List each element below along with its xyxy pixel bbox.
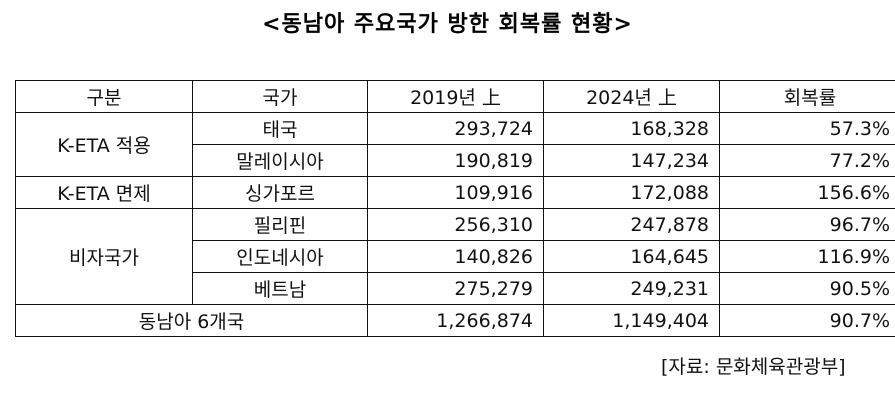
value-2024-cell: 168,328 [543, 112, 720, 145]
category-cell: K-ETA 적용 [15, 112, 193, 177]
value-2024-cell: 172,088 [543, 176, 720, 209]
value-2024-cell: 147,234 [543, 144, 720, 177]
header-country: 국가 [192, 80, 368, 113]
table-row: 비자국가 필리핀 256,310 247,878 96.7% [15, 208, 895, 305]
rate-cell: 96.7% [719, 208, 895, 241]
table-row: 말레이시아 190,819 147,234 77.2% [16, 144, 895, 177]
value-2019-cell: 275,279 [367, 272, 544, 305]
header-recovery-rate: 회복률 [719, 80, 895, 113]
header-category: 구분 [15, 80, 193, 113]
country-cell: 싱가포르 [192, 176, 368, 209]
total-2019-cell: 1,266,874 [367, 304, 544, 337]
country-cell: 태국 [192, 112, 368, 145]
country-cell: 베트남 [192, 272, 368, 305]
rate-cell: 90.5% [719, 272, 895, 305]
source-note: [자료: 문화체육관광부] [661, 356, 846, 378]
value-2019-cell: 190,819 [367, 144, 544, 177]
rate-cell: 156.6% [719, 176, 895, 209]
table-total-row: 동남아 6개국 1,266,874 1,149,404 90.7% [15, 304, 895, 337]
rate-cell: 57.3% [719, 112, 895, 145]
country-cell: 말레이시아 [192, 144, 368, 177]
value-2024-cell: 164,645 [543, 240, 720, 273]
header-2024-h1: 2024년 上 [543, 80, 720, 113]
value-2019-cell: 140,826 [367, 240, 544, 273]
total-2024-cell: 1,149,404 [543, 304, 720, 337]
value-2019-cell: 109,916 [367, 176, 544, 209]
recovery-rate-table: 구분 국가 2019년 上 2024년 上 회복률 K-ETA 적용 태국 29… [15, 80, 895, 337]
table-row: K-ETA 면제 싱가포르 109,916 172,088 156.6% [15, 176, 895, 209]
country-cell: 필리핀 [192, 208, 368, 241]
country-cell: 인도네시아 [192, 240, 368, 273]
table-header-row: 구분 국가 2019년 上 2024년 上 회복률 [15, 80, 895, 113]
total-rate-cell: 90.7% [719, 304, 895, 337]
page-title: <동남아 주요국가 방한 회복률 현황> [262, 12, 633, 37]
total-label-cell: 동남아 6개국 [15, 304, 368, 337]
value-2024-cell: 249,231 [543, 272, 720, 305]
value-2019-cell: 293,724 [367, 112, 544, 145]
rate-cell: 77.2% [719, 144, 895, 177]
header-2019-h1: 2019년 上 [367, 80, 544, 113]
table-row: K-ETA 적용 태국 293,724 168,328 57.3% [15, 112, 895, 177]
category-cell: K-ETA 면제 [15, 176, 193, 209]
value-2019-cell: 256,310 [367, 208, 544, 241]
value-2024-cell: 247,878 [543, 208, 720, 241]
rate-cell: 116.9% [719, 240, 895, 273]
category-cell: 비자국가 [15, 208, 193, 305]
